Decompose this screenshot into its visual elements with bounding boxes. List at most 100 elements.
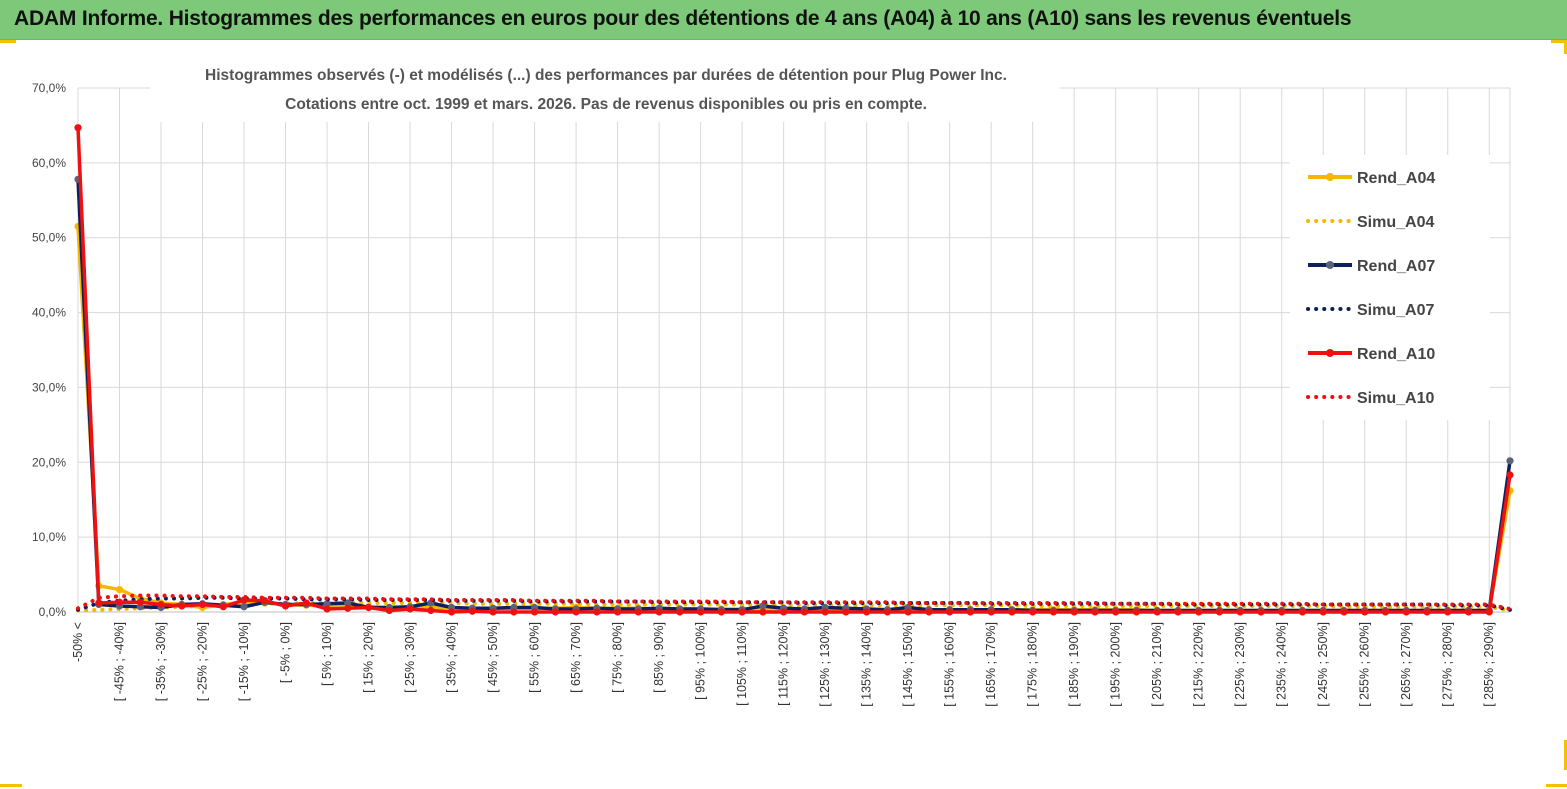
banner: ADAM Informe. Histogrammes des performan… xyxy=(0,0,1567,40)
series-point-rend-a10 xyxy=(966,608,975,616)
series-point-rend-a10 xyxy=(364,603,373,612)
series-point-rend-a10 xyxy=(1029,608,1037,616)
x-tick-label: [ 155% ; 160%] xyxy=(943,622,957,707)
series-point-rend-a10 xyxy=(1423,608,1431,616)
series-point-rend-a10 xyxy=(178,602,186,610)
series-point-rend-a07 xyxy=(323,600,331,608)
series-point-rend-a10 xyxy=(489,608,497,616)
x-tick-label: [ 285% ; 290%] xyxy=(1482,622,1496,707)
corner-mark-right-top xyxy=(1564,40,1567,54)
banner-title: ADAM Informe. Histogrammes des performan… xyxy=(14,7,1352,30)
series-point-rend-a10 xyxy=(821,608,829,616)
series-point-rend-a10 xyxy=(302,599,310,607)
chart-title-line-1: Histogrammes observés (-) et modélisés (… xyxy=(205,67,1007,84)
series-point-rend-a10 xyxy=(1008,608,1016,616)
series-point-rend-a10 xyxy=(344,604,352,612)
chart-title: Histogrammes observés (-) et modélisés (… xyxy=(150,58,1060,122)
series-point-rend-a10 xyxy=(800,608,808,616)
x-tick-label: [ -35% ; -30%] xyxy=(154,622,168,701)
series-point-rend-a10 xyxy=(281,602,290,610)
series-point-rend-a10 xyxy=(842,608,850,616)
x-tick-label: [ 265% ; 270%] xyxy=(1399,622,1413,707)
legend-label-rend-a07: Rend_A07 xyxy=(1357,258,1435,275)
x-tick-label: [ 235% ; 240%] xyxy=(1275,622,1289,707)
series-point-rend-a10 xyxy=(136,598,144,606)
x-tick-label: [ 75% ; 80%] xyxy=(611,622,625,693)
series-point-rend-a10 xyxy=(613,608,622,616)
series-point-rend-a10 xyxy=(1174,608,1182,616)
series-point-rend-a10 xyxy=(115,598,124,606)
legend-label-simu-a10: Simu_A10 xyxy=(1357,390,1434,407)
series-point-rend-a10 xyxy=(1506,471,1514,479)
series-point-rend-a10 xyxy=(1485,608,1493,616)
series-point-rend-a10 xyxy=(468,607,476,615)
x-tick-label: [ 55% ; 60%] xyxy=(528,622,542,693)
legend-label-rend-a10: Rend_A10 xyxy=(1357,346,1435,363)
series-point-rend-a10 xyxy=(634,608,642,616)
series-point-rend-a10 xyxy=(447,608,456,616)
y-tick-label: 10,0% xyxy=(32,530,66,544)
series-point-rend-a10 xyxy=(1464,608,1473,616)
legend-label-simu-a04: Simu_A04 xyxy=(1357,214,1434,231)
chart-title-background xyxy=(150,58,1060,122)
series-point-rend-a10 xyxy=(198,600,207,609)
series-point-rend-a10 xyxy=(697,608,705,616)
legend-label-simu-a07: Simu_A07 xyxy=(1357,302,1434,319)
y-tick-label: 0,0% xyxy=(39,605,67,619)
legend-marker-rend-a04 xyxy=(1326,173,1334,181)
x-tick-label: [ 65% ; 70%] xyxy=(569,622,583,693)
series-point-rend-a10 xyxy=(780,608,788,616)
series-point-rend-a07 xyxy=(240,603,248,611)
corner-mark-top-right xyxy=(1551,40,1567,43)
series-point-rend-a10 xyxy=(925,608,933,616)
series-point-rend-a10 xyxy=(385,606,393,615)
x-tick-label: [ 145% ; 150%] xyxy=(901,622,915,707)
series-point-rend-a10 xyxy=(1361,608,1369,616)
x-tick-label: [ 215% ; 220%] xyxy=(1192,622,1206,707)
legend-marker-rend-a10 xyxy=(1326,349,1334,357)
legend-marker-rend-a07 xyxy=(1326,261,1334,269)
series-point-rend-a10 xyxy=(323,605,331,613)
legend: Rend_A04 Simu_A04 Rend_A07 Simu_A07 Rend_A10… xyxy=(1290,155,1490,420)
series-point-rend-a07 xyxy=(1506,457,1514,465)
series-point-rend-a10 xyxy=(1049,608,1058,616)
x-tick-label: [ 275% ; 280%] xyxy=(1441,622,1455,707)
x-tick-label: [ 25% ; 30%] xyxy=(403,622,417,693)
series-point-rend-a10 xyxy=(95,599,103,607)
series-point-rend-a10 xyxy=(1091,608,1099,616)
y-axis: 0,0% 10,0% 20,0% 30,0% 40,0% 50,0% 60,0% 70,0% xyxy=(32,81,66,619)
series-point-rend-a10 xyxy=(551,608,559,616)
y-tick-label: 20,0% xyxy=(32,455,66,469)
series-line-rend-a10 xyxy=(76,127,1512,614)
series-point-rend-a10 xyxy=(1257,608,1265,616)
series-point-rend-a10 xyxy=(759,608,767,616)
series-point-rend-a10 xyxy=(572,608,580,616)
x-tick-label: [ 135% ; 140%] xyxy=(860,622,874,707)
series-point-rend-a10 xyxy=(1112,608,1120,616)
x-tick-label: [ 185% ; 190%] xyxy=(1067,622,1081,707)
x-tick-label: [ -5% ; 0%] xyxy=(279,622,293,683)
x-tick-label: [ 115% ; 120%] xyxy=(777,622,791,706)
x-tick-label: [ 125% ; 130%] xyxy=(818,622,832,707)
x-tick-label: [ -25% ; -20%] xyxy=(196,622,210,701)
x-tick-label: [ 95% ; 100%] xyxy=(694,622,708,700)
corner-mark-right-bottom xyxy=(1564,740,1567,770)
x-tick-label: [ 5% ; 10%] xyxy=(320,622,334,686)
series-point-rend-a10 xyxy=(530,608,539,616)
series-point-rend-a10 xyxy=(219,603,227,611)
series-point-rend-a10 xyxy=(863,608,871,616)
y-tick-label: 70,0% xyxy=(32,81,66,95)
x-tick-label: [ 45% ; 50%] xyxy=(486,622,500,693)
series-point-rend-a10 xyxy=(1319,608,1327,616)
series-line-simu-a10 xyxy=(76,593,1512,611)
x-tick-label: [ 105% ; 110%] xyxy=(735,622,749,706)
x-axis: -50% < [ -45% ; -40%] [ -35% ; -30%] [ -25%… xyxy=(71,611,1510,707)
series-point-rend-a10 xyxy=(1278,608,1286,616)
series-point-rend-a10 xyxy=(1132,608,1141,616)
series-point-rend-a10 xyxy=(427,606,435,615)
series-point-rend-a10 xyxy=(1070,608,1078,616)
x-tick-label: [ 255% ; 260%] xyxy=(1358,622,1372,707)
series-point-rend-a10 xyxy=(717,608,725,616)
series-point-rend-a10 xyxy=(1215,608,1224,616)
